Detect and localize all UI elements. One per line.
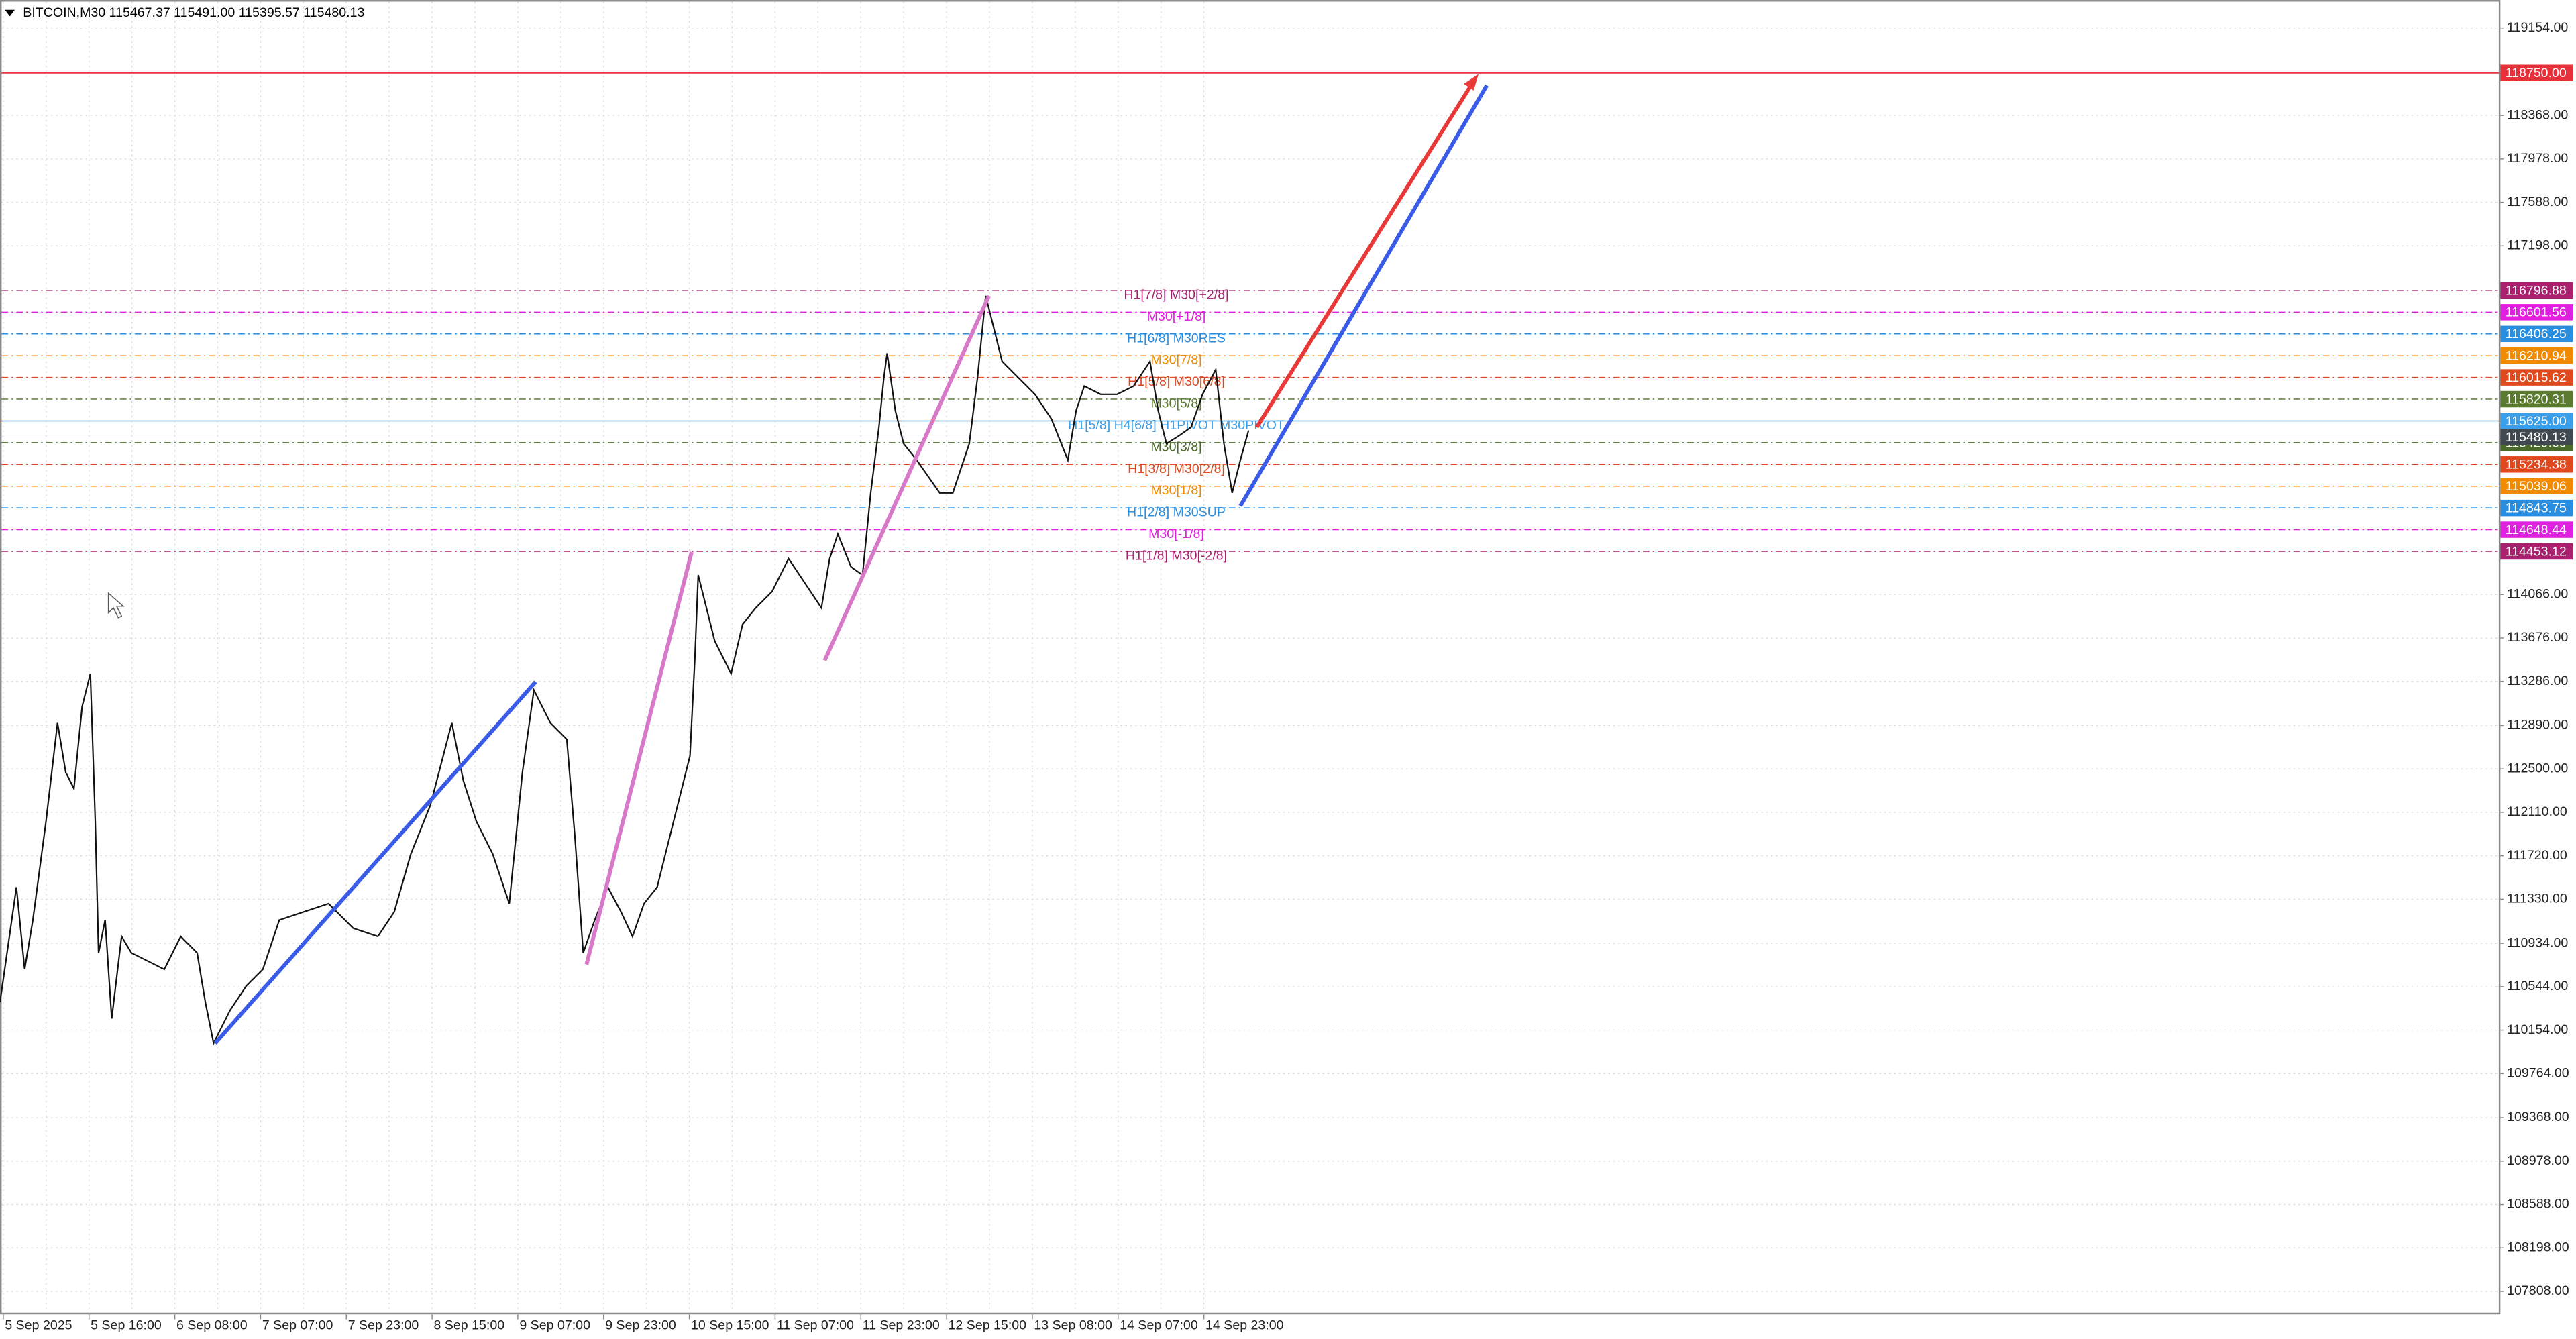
time-label: 12 Sep 15:00 bbox=[949, 1318, 1027, 1333]
price-tag bbox=[2500, 390, 2573, 408]
time-label: 9 Sep 23:00 bbox=[605, 1318, 676, 1333]
levels: H1[7/8] M30[+2/8] M30[+1/8] H1[6/8] M30RES… bbox=[1, 72, 2499, 564]
price-label: 110154.00 bbox=[2507, 1022, 2568, 1037]
price-tag bbox=[2500, 456, 2573, 473]
time-label: 14 Sep 23:00 bbox=[1205, 1318, 1284, 1333]
price-tag-text: 116406.25 bbox=[2506, 327, 2567, 341]
price-label: 117978.00 bbox=[2507, 151, 2568, 166]
price-label: 110934.00 bbox=[2507, 935, 2568, 950]
trend-line bbox=[213, 680, 537, 1045]
price-label: 112110.00 bbox=[2507, 804, 2567, 819]
price-label: 117198.00 bbox=[2507, 238, 2568, 253]
price-label: 113286.00 bbox=[2507, 674, 2568, 688]
price-tag bbox=[2500, 413, 2573, 429]
level-label: M30[-1/8] bbox=[1148, 527, 1204, 541]
price-axis: 119154.00 118368.00 117978.00 117588.00 1171… bbox=[2498, 20, 2573, 1298]
level-label: H1[1/8] M30[-2/8] bbox=[1126, 549, 1227, 564]
price-tag-text: 114453.12 bbox=[2506, 544, 2567, 559]
level-label: H1[7/8] M30[+2/8] bbox=[1124, 287, 1228, 302]
price-label: 111720.00 bbox=[2507, 848, 2567, 863]
header-arrow bbox=[5, 9, 15, 17]
level-label: M30[+1/8] bbox=[1147, 309, 1206, 324]
level-label: M30[1/8] bbox=[1150, 483, 1201, 498]
price-tag bbox=[2500, 347, 2573, 364]
price-tag-text: 116210.94 bbox=[2506, 349, 2567, 364]
price-label: 112890.00 bbox=[2507, 718, 2568, 733]
price-label: 117588.00 bbox=[2507, 195, 2568, 209]
price-tag-text: 114648.44 bbox=[2506, 523, 2567, 537]
chart-header: BITCOIN,M30 115467.37 115491.00 115395.5… bbox=[23, 5, 364, 20]
price-label: 110544.00 bbox=[2507, 979, 2568, 994]
forecast-arrow bbox=[1238, 84, 1489, 507]
price-label: 119154.00 bbox=[2507, 20, 2568, 35]
time-label: 5 Sep 16:00 bbox=[91, 1318, 162, 1333]
arrow-head bbox=[1464, 74, 1479, 91]
price-label: 108978.00 bbox=[2507, 1153, 2569, 1168]
time-label: 7 Sep 23:00 bbox=[348, 1318, 419, 1333]
price-label: 109764.00 bbox=[2507, 1066, 2569, 1081]
price-label: 114066.00 bbox=[2507, 586, 2568, 601]
forecast-arrow bbox=[1254, 83, 1474, 429]
price-tag-text: 115234.38 bbox=[2506, 458, 2567, 472]
price-tag bbox=[2500, 282, 2573, 299]
price-tag-text: 115039.06 bbox=[2506, 479, 2567, 494]
price-tag-text: 116796.88 bbox=[2506, 283, 2567, 298]
level-label: H1[5/8] H4[6/8] H1PIVOT M30PIVOT bbox=[1068, 418, 1285, 433]
price-tag-text: 116601.56 bbox=[2506, 305, 2567, 320]
price-tag bbox=[2500, 478, 2573, 494]
price-tag-text: 115480.13 bbox=[2506, 430, 2567, 445]
price-tag-text: 114843.75 bbox=[2506, 501, 2567, 516]
price-tag bbox=[2500, 543, 2573, 560]
price-label: 109368.00 bbox=[2507, 1110, 2569, 1124]
time-label: 5 Sep 2025 bbox=[5, 1318, 72, 1333]
price-path bbox=[0, 295, 1250, 1046]
time-axis: 5 Sep 2025 5 Sep 16:00 6 Sep 08:00 7 Sep 07… bbox=[3, 1314, 1284, 1333]
level-label: H1[2/8] M30SUP bbox=[1127, 505, 1226, 520]
grid bbox=[1, 1, 2499, 1313]
level-label: H1[6/8] M30RES bbox=[1127, 331, 1226, 345]
price-label: 108588.00 bbox=[2507, 1197, 2569, 1212]
price-tag bbox=[2500, 64, 2573, 81]
price-label: 108198.00 bbox=[2507, 1240, 2569, 1254]
trend-line bbox=[822, 294, 991, 661]
time-label: 6 Sep 08:00 bbox=[176, 1318, 248, 1333]
mouse-cursor bbox=[107, 592, 125, 619]
trend-line bbox=[584, 551, 694, 965]
price-tag-text: 118750.00 bbox=[2506, 66, 2567, 81]
time-label: 7 Sep 07:00 bbox=[262, 1318, 333, 1333]
time-label: 11 Sep 23:00 bbox=[863, 1318, 940, 1333]
price-tag bbox=[2500, 325, 2573, 343]
price-label: 107808.00 bbox=[2507, 1283, 2569, 1298]
time-label: 9 Sep 07:00 bbox=[519, 1318, 590, 1333]
price-tag-text: 115820.31 bbox=[2506, 392, 2567, 407]
price-label: 112500.00 bbox=[2507, 761, 2568, 775]
plot-frame bbox=[0, 0, 2501, 1315]
price-tag bbox=[2500, 429, 2573, 445]
price-tag bbox=[2500, 369, 2573, 386]
level-label: M30[7/8] bbox=[1150, 353, 1201, 368]
price-label: 113676.00 bbox=[2507, 630, 2568, 645]
time-label: 11 Sep 07:00 bbox=[777, 1318, 854, 1333]
price-label: 118368.00 bbox=[2507, 107, 2568, 122]
price-tag-text: 116015.62 bbox=[2506, 370, 2567, 385]
time-label: 13 Sep 08:00 bbox=[1034, 1318, 1112, 1333]
time-label: 10 Sep 15:00 bbox=[691, 1318, 769, 1333]
time-label: 8 Sep 15:00 bbox=[434, 1318, 505, 1333]
level-label: M30[3/8] bbox=[1150, 439, 1201, 454]
level-label: H1[5/8] M30[6/8] bbox=[1128, 374, 1225, 389]
price-tag bbox=[2500, 521, 2573, 538]
price-label: 111330.00 bbox=[2507, 892, 2567, 906]
time-label: 14 Sep 07:00 bbox=[1120, 1318, 1198, 1333]
price-tag bbox=[2500, 304, 2573, 321]
level-label: H1[3/8] M30[2/8] bbox=[1128, 462, 1225, 476]
level-label: M30[5/8] bbox=[1150, 396, 1201, 411]
price-tag-text: 115625.00 bbox=[2506, 414, 2567, 429]
price-tag bbox=[2500, 499, 2573, 517]
